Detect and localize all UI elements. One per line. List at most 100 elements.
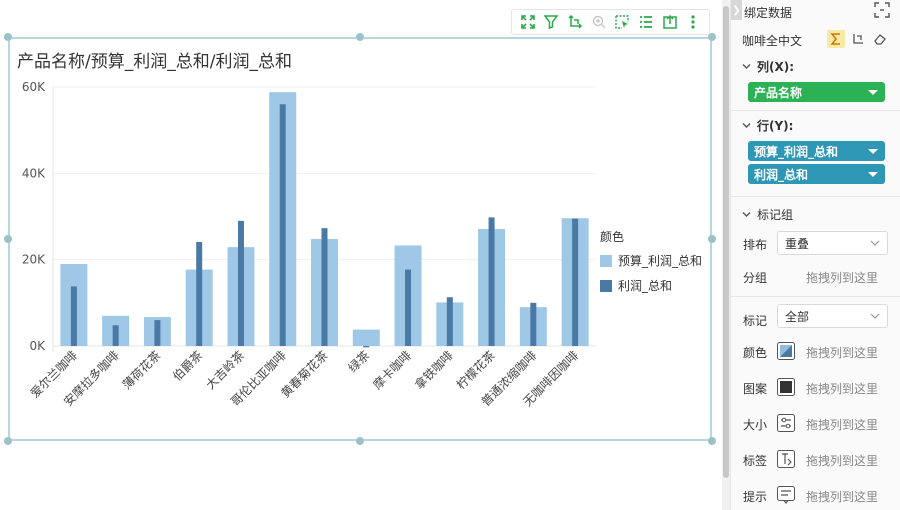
encoding-label-color: 颜色 [743,346,768,360]
bar-profit[interactable] [488,217,495,346]
resize-handle-b[interactable] [356,437,364,445]
more-icon[interactable] [685,14,701,30]
resize-handle-tl[interactable] [4,33,12,41]
binding-panel: ❯ 绑定数据 咖啡全中文 列(X): 产品名称 行(Y): 预算_利润_总和 利… [730,0,900,510]
group-label: 分组 [743,271,768,285]
encoding-label-tooltip: 提示 [743,490,768,504]
axis-swap-icon[interactable] [567,14,583,30]
encoding-label-label: 标签 [743,454,768,468]
columns-section[interactable]: 列(X): [742,58,794,75]
select-icon[interactable] [614,14,630,30]
color-drop-zone[interactable]: 拖拽列到这里 [806,346,879,360]
divider [731,110,900,111]
legend-title: 颜色 [600,230,625,244]
layout-label: 排布 [743,238,768,252]
group-drop-zone[interactable]: 拖拽列到这里 [806,271,879,285]
mark-value: 全部 [785,309,810,324]
bar-profit[interactable] [112,325,119,346]
mark-group-section[interactable]: 标记组 [742,206,793,223]
collapse-panel-button[interactable]: ❯ [731,0,742,20]
rows-section[interactable]: 行(Y): [742,117,793,134]
bar-profit[interactable] [196,241,203,346]
x-tick-label: 伯爵茶 [169,348,205,384]
panel-title: 绑定数据 [744,6,793,20]
mark-select[interactable]: 全部 [777,304,888,328]
encoding-label-size: 大小 [743,418,768,432]
fullscreen-icon[interactable] [874,2,890,21]
bar-profit[interactable] [405,269,412,346]
y-tick-label: 60K [22,80,46,94]
rows-field-label: 预算_利润_总和 [754,144,839,159]
resize-handle-l[interactable] [4,235,12,243]
dropdown-triangle-icon[interactable] [868,171,878,177]
bar-budget[interactable] [352,329,380,346]
y-tick-label: 40K [22,166,46,180]
resize-handle-tr[interactable] [708,33,716,41]
columns-field-pill[interactable]: 产品名称 [748,82,885,102]
dropdown-triangle-icon[interactable] [868,148,878,154]
resize-handle-t[interactable] [356,33,364,41]
chart-toolbar [511,9,710,35]
bar-profit[interactable] [279,104,286,347]
divider [731,296,900,297]
expand-icon[interactable] [520,14,536,30]
export-icon[interactable] [662,14,678,30]
mark-group-label: 标记组 [757,208,794,222]
tooltip-drop-zone[interactable]: 拖拽列到这里 [806,490,879,504]
bar-profit[interactable] [237,220,244,346]
columns-label: 列(X): [757,60,795,74]
legend: 颜色 预算_利润_总和 利润_总和 [600,228,702,302]
resize-handle-bl[interactable] [4,437,12,445]
chevron-down-icon [742,212,751,217]
bar-profit[interactable] [70,286,77,346]
y-tick-label: 20K [22,253,46,267]
chart-canvas: 产品名称/预算_利润_总和/利润_总和 0K 20K 40K 60K 爱尔兰咖啡 安摩拉多… [4,9,716,445]
x-tick-label: 拿铁咖啡 [411,348,456,393]
scrollbar-thumb[interactable] [723,6,729,478]
size-drop-zone[interactable]: 拖拽列到这里 [806,418,879,432]
y-tick-label: 0K [29,339,46,353]
bar-profit[interactable] [572,218,579,346]
label-drop-zone[interactable]: 拖拽列到这里 [806,454,879,468]
bar-profit[interactable] [154,320,161,346]
bar-profit[interactable] [321,228,328,346]
filter-icon[interactable] [543,14,559,30]
layout-select[interactable]: 重叠 [777,231,888,255]
bar-profit[interactable] [363,346,370,348]
tooltip-icon[interactable] [777,486,795,504]
rows-field-pill[interactable]: 利润_总和 [748,164,885,184]
legend-swatch [600,279,612,292]
legend-label: 预算_利润_总和 [618,254,703,268]
bar-profit[interactable] [446,297,453,346]
mark-label: 标记 [743,314,768,328]
list-icon[interactable] [638,14,654,30]
legend-item-profit[interactable]: 利润_总和 [600,277,702,294]
divider [731,196,900,197]
size-icon[interactable] [777,414,795,432]
label-icon[interactable] [777,450,795,468]
rows-label: 行(Y): [757,119,794,133]
vertical-scrollbar[interactable] [722,0,730,510]
chevron-down-icon [742,123,751,128]
chart-title: 产品名称/预算_利润_总和/利润_总和 [17,52,292,72]
bar-profit[interactable] [530,302,537,346]
legend-label: 利润_总和 [618,279,673,293]
layout-value: 重叠 [785,236,810,251]
encoding-label-pattern: 图案 [743,382,768,396]
pattern-icon[interactable] [777,378,795,396]
eraser-icon[interactable] [871,30,889,48]
chevron-down-icon [870,240,880,246]
dropdown-triangle-icon[interactable] [868,89,878,95]
dataset-name[interactable]: 咖啡全中文 [742,34,803,48]
axis-icon[interactable] [849,30,867,48]
legend-item-budget[interactable]: 预算_利润_总和 [600,252,702,269]
sigma-icon[interactable] [827,30,845,48]
zoom-icon[interactable] [591,14,607,30]
chevron-down-icon [870,313,880,319]
rows-field-pill[interactable]: 预算_利润_总和 [748,141,885,161]
resize-handle-r[interactable] [708,235,716,243]
pattern-drop-zone[interactable]: 拖拽列到这里 [806,382,879,396]
resize-handle-br[interactable] [708,437,716,445]
color-icon[interactable] [777,342,795,360]
